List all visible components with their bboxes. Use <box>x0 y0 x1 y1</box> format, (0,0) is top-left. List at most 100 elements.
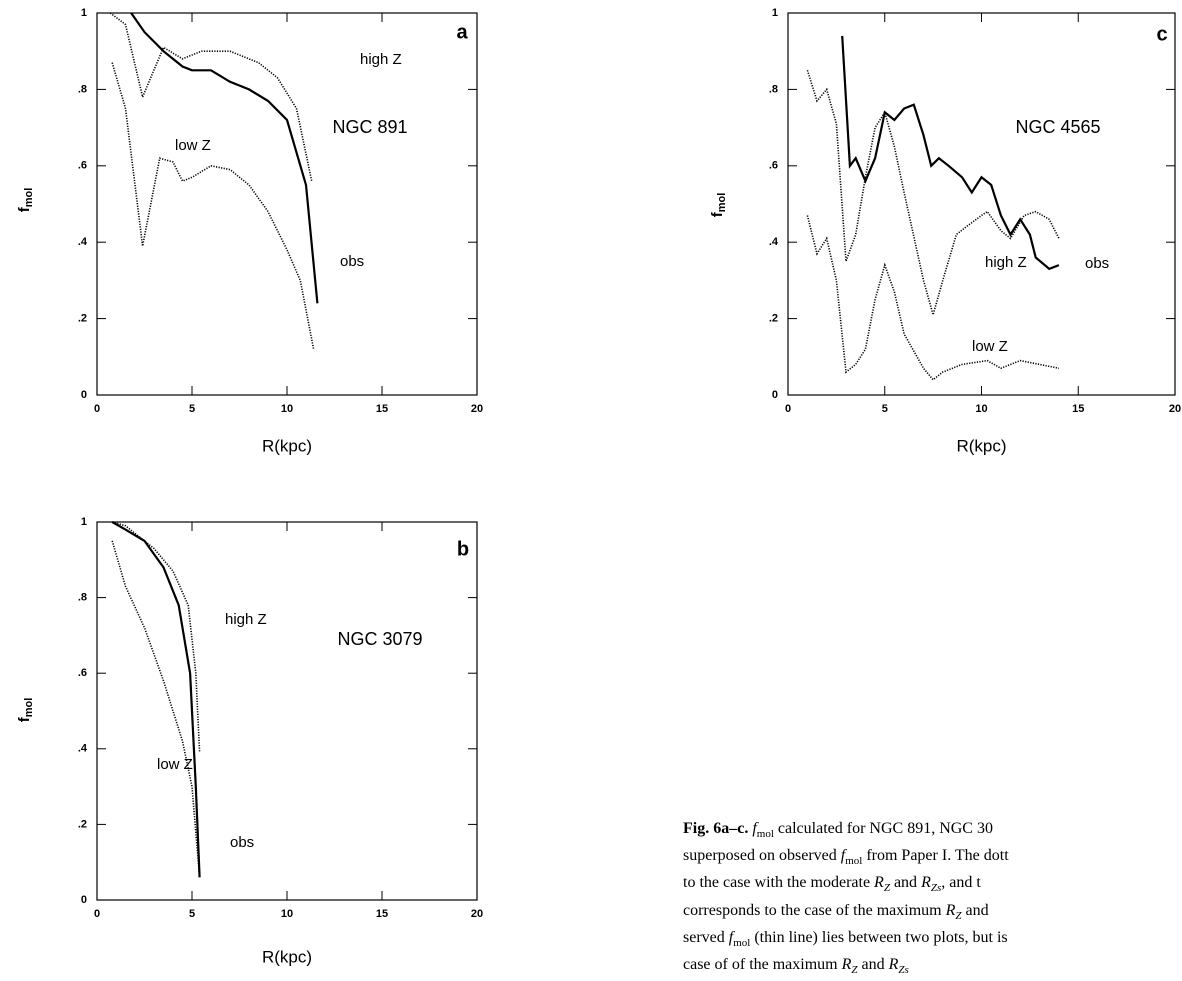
caption-text: f <box>728 928 734 946</box>
panel: 0 5 10 15 20 0 .2 .4 .6 .8 1 high Z low Z obs b NGC 307… <box>16 516 483 967</box>
x-axis-label: R(kpc) <box>262 436 312 455</box>
data-line <box>111 540 201 878</box>
caption-line: case of of the maximum RZ and RZs <box>683 954 1182 981</box>
y-axis-label-main: f <box>16 716 33 722</box>
x-tick-label: 20 <box>471 403 483 415</box>
caption-text: R <box>874 874 884 892</box>
caption-line: superposed on observed fmol from Paper I… <box>683 845 1182 872</box>
series-label: low Z <box>157 756 193 773</box>
y-tick-label: 1 <box>772 7 778 19</box>
x-tick-label: 0 <box>785 403 791 415</box>
y-tick-label: 1 <box>81 516 87 528</box>
y-tick-label: .8 <box>78 592 87 604</box>
caption: Fig. 6a–c. fmol calculated for NGC 891, … <box>683 818 1182 981</box>
x-tick-label: 0 <box>94 908 100 920</box>
caption-text: f <box>840 847 846 865</box>
caption-text: Fig. 6a–c. <box>683 820 749 837</box>
chart-title: NGC 3079 <box>337 629 422 649</box>
x-tick-label: 15 <box>1072 403 1084 415</box>
caption-text: R <box>945 901 956 919</box>
x-tick-label: 10 <box>281 403 293 415</box>
y-tick-label: .6 <box>78 667 87 679</box>
caption-text: , and t <box>941 874 981 892</box>
series-label: obs <box>1085 255 1109 272</box>
data-line <box>111 521 201 753</box>
caption-text: to the case with the moderate <box>683 874 875 892</box>
y-tick-label: .4 <box>78 743 88 755</box>
y-tick-label: 0 <box>81 894 87 906</box>
panel: 0 5 10 15 20 0 .2 .4 .6 .8 1 high Z low Z obs a NGC 891… <box>16 7 483 456</box>
series-label: obs <box>340 253 364 270</box>
y-tick-label: .6 <box>769 160 778 172</box>
caption-text: Zs <box>930 882 942 895</box>
caption-text: (thin line) lies between two plots, but … <box>750 928 1008 946</box>
data-line <box>130 12 319 304</box>
caption-text: mol <box>756 828 774 841</box>
x-axis-label: R(kpc) <box>262 947 312 966</box>
caption-text: mol <box>733 936 751 949</box>
y-axis-label-main: f <box>16 206 33 212</box>
x-tick-label: 15 <box>376 403 388 415</box>
x-axis-label: R(kpc) <box>956 436 1006 455</box>
chart-title: NGC 4565 <box>1015 117 1100 137</box>
y-tick-label: .8 <box>78 83 87 95</box>
x-tick-label: 20 <box>471 908 483 920</box>
y-axis-label: fmol <box>709 193 728 218</box>
caption-text: and <box>889 874 922 892</box>
series-label: low Z <box>972 338 1008 355</box>
x-tick-label: 10 <box>281 908 293 920</box>
y-tick-label: .4 <box>769 236 779 248</box>
caption-text: Z <box>883 882 890 895</box>
y-tick-label: 0 <box>81 389 87 401</box>
data-line <box>111 62 315 350</box>
x-tick-label: 5 <box>189 908 195 920</box>
caption-text: served <box>683 928 729 946</box>
data-line <box>841 35 1060 271</box>
x-tick-label: 15 <box>376 908 388 920</box>
caption-text: and <box>961 901 989 919</box>
caption-text: superposed on observed <box>683 847 841 865</box>
chart-title: NGC 891 <box>332 117 407 137</box>
data-line <box>111 521 201 878</box>
caption-text: f <box>752 820 757 837</box>
y-tick-label: 1 <box>81 7 87 19</box>
plot-frame <box>96 521 478 901</box>
panel-label: a <box>456 21 468 43</box>
caption-line: served fmol (thin line) lies between two… <box>683 927 1182 954</box>
y-tick-label: .8 <box>769 83 778 95</box>
y-tick-label: .2 <box>78 313 87 325</box>
y-axis-label-main: f <box>709 211 726 217</box>
caption-text: R <box>888 955 899 973</box>
series-label: low Z <box>175 137 211 154</box>
series-label: high Z <box>985 254 1027 271</box>
x-tick-label: 5 <box>189 403 195 415</box>
y-tick-label: .6 <box>78 160 87 172</box>
panel-label: c <box>1156 23 1167 45</box>
caption-text: R <box>841 955 852 973</box>
y-axis-label-sub: mol <box>23 188 35 208</box>
series-label: obs <box>230 834 254 851</box>
caption-text: Z <box>851 964 858 977</box>
y-axis-label-sub: mol <box>716 193 728 213</box>
y-tick-label: .4 <box>78 236 88 248</box>
x-tick-label: 10 <box>975 403 987 415</box>
caption-line: corresponds to the case of the maximum R… <box>683 900 1182 927</box>
data-line <box>806 215 1060 381</box>
y-axis-label: fmol <box>16 698 35 723</box>
caption-text: calculated for NGC 891, NGC 30 <box>773 820 993 837</box>
series-label: high Z <box>225 611 267 628</box>
x-tick-label: 0 <box>94 403 100 415</box>
y-axis-label-sub: mol <box>23 698 35 718</box>
data-line <box>806 70 1060 318</box>
caption-line: to the case with the moderate RZ and RZs… <box>683 872 1182 899</box>
x-tick-label: 5 <box>882 403 888 415</box>
caption-text: Zs <box>898 964 909 977</box>
y-tick-label: 0 <box>772 389 778 401</box>
caption-line: Fig. 6a–c. fmol calculated for NGC 891, … <box>683 818 1182 845</box>
caption-text: mol <box>845 855 863 868</box>
caption-text: and <box>857 955 889 973</box>
caption-text: R <box>921 874 931 892</box>
panel: 0 5 10 15 20 0 .2 .4 .6 .8 1 high Z low Z obs c NGC 456… <box>709 7 1181 456</box>
